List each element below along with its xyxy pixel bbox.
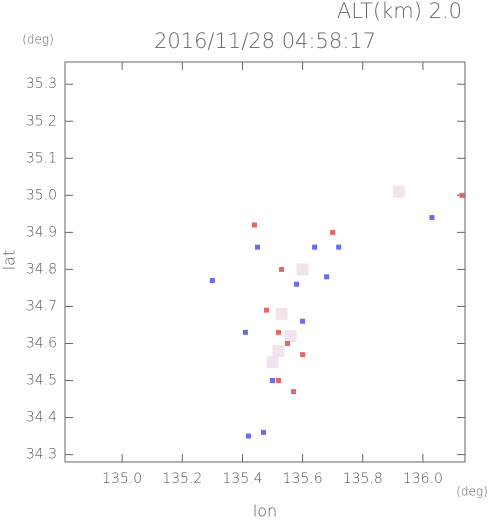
- y-tick-label: 35.1: [26, 150, 57, 166]
- y-tick-label: 34.8: [26, 261, 57, 277]
- data-point: [330, 229, 336, 235]
- plot-frame: [64, 61, 466, 463]
- data-point: [300, 352, 306, 358]
- chart-title: 2016/11/28 04:58:17: [154, 29, 376, 53]
- data-point: [429, 215, 435, 221]
- x-tick-label: 135.0: [102, 471, 142, 487]
- data-point: [291, 389, 297, 395]
- data-point: [276, 378, 282, 384]
- data-point: [266, 356, 279, 368]
- y-tick-label: 34.3: [26, 447, 57, 463]
- x-tick-label: 135.8: [343, 471, 383, 487]
- data-point: [284, 330, 297, 343]
- data-point: [245, 433, 251, 439]
- data-point: [324, 274, 330, 280]
- data-point: [209, 278, 215, 284]
- data-point: [300, 318, 306, 324]
- data-point: [242, 329, 248, 335]
- data-point: [294, 281, 300, 287]
- x-axis-title: lon: [253, 502, 277, 521]
- x-tick-label: 135.6: [283, 471, 323, 487]
- y-tick-label: 34.7: [26, 298, 57, 314]
- data-point: [276, 329, 282, 335]
- data-point: [392, 185, 405, 198]
- x-tick-label: 135.2: [162, 471, 202, 487]
- data-point: [312, 244, 318, 250]
- data-point: [264, 307, 270, 313]
- y-unit: (deg): [22, 33, 54, 47]
- data-point: [272, 344, 285, 357]
- y-axis-title: lat: [0, 250, 19, 271]
- x-tick-label: 136.0: [403, 471, 443, 487]
- data-point: [251, 222, 257, 228]
- data-point: [260, 429, 266, 435]
- y-tick-label: 34.4: [26, 410, 57, 426]
- y-tick-label: 35.3: [26, 76, 57, 92]
- data-point: [254, 244, 260, 250]
- y-tick-label: 34.5: [26, 373, 57, 389]
- data-point: [275, 307, 288, 320]
- x-tick-label: 135.4: [222, 471, 262, 487]
- data-point: [285, 340, 291, 346]
- data-point: [270, 378, 276, 384]
- data-point: [296, 263, 309, 276]
- chart-subtitle: ALT(km) 2.0: [337, 0, 462, 23]
- data-point: [279, 266, 285, 272]
- y-tick-label: 34.9: [26, 224, 57, 240]
- data-point: [459, 192, 465, 198]
- x-unit: (deg): [456, 485, 488, 499]
- y-tick-label: 34.6: [26, 335, 57, 351]
- y-tick-label: 35.0: [26, 187, 57, 203]
- data-point: [336, 244, 342, 250]
- y-tick-label: 35.2: [26, 113, 57, 129]
